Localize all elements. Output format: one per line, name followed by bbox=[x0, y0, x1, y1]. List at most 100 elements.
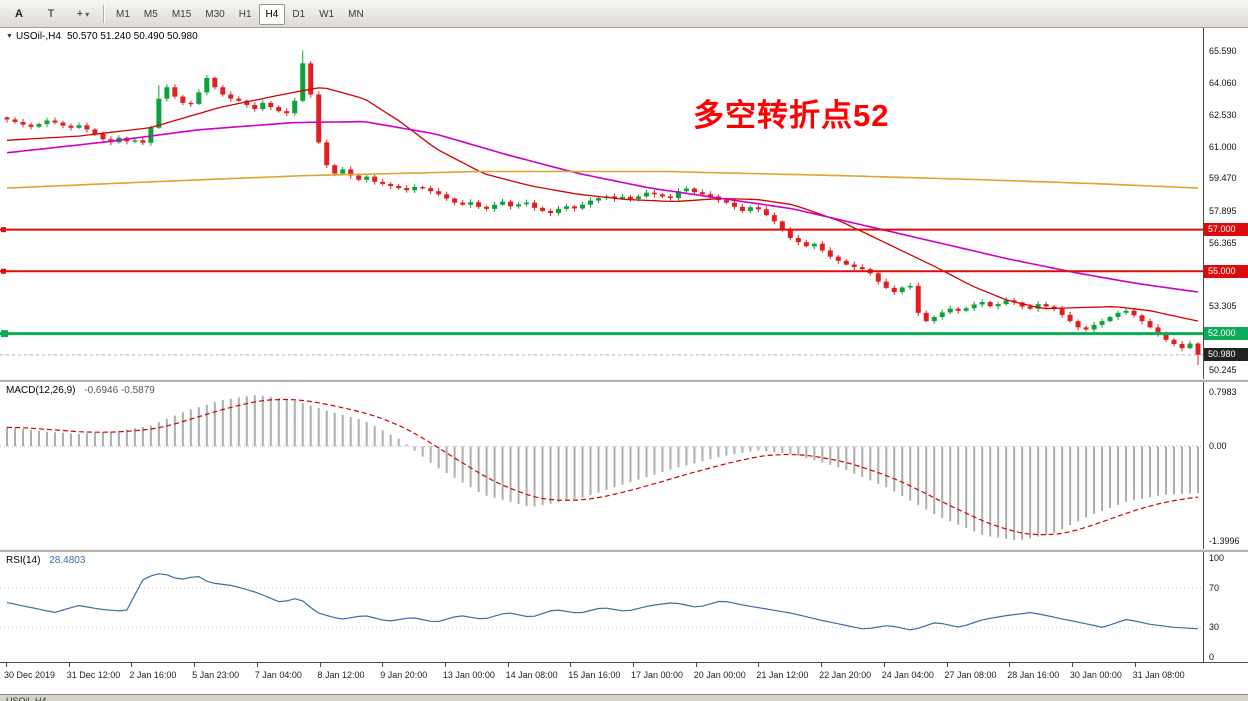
time-tick bbox=[570, 663, 572, 667]
time-axis-label: 5 Jan 23:00 bbox=[192, 670, 240, 680]
rsi-indicator-pane[interactable]: RSI(14) 28.4803 100 70 30 0 bbox=[0, 552, 1248, 662]
rsi-axis: 100 70 30 0 bbox=[1203, 552, 1248, 662]
crosshair-icon: + bbox=[76, 8, 84, 20]
price-tick-label: 53.305 bbox=[1209, 301, 1237, 312]
time-axis-label: 2 Jan 16:00 bbox=[129, 670, 177, 680]
time-axis-label: 28 Jan 16:00 bbox=[1007, 670, 1060, 680]
price-axis: 65.590 64.060 62.530 61.000 59.470 57.895 56.3… bbox=[1203, 28, 1248, 379]
chevron-down-icon: ▾ bbox=[85, 10, 90, 19]
time-axis-label: 21 Jan 12:00 bbox=[756, 670, 809, 680]
time-tick bbox=[194, 663, 196, 667]
timeframe-button-m1[interactable]: M1 bbox=[116, 9, 130, 20]
chart-text-annotation[interactable]: 多空转折点52 bbox=[693, 98, 890, 133]
text-tool-button[interactable]: T bbox=[47, 8, 55, 20]
price-tick-label: 62.530 bbox=[1209, 109, 1237, 120]
time-tick bbox=[1071, 663, 1073, 667]
rsi-canvas[interactable] bbox=[0, 552, 1203, 662]
time-tick bbox=[256, 663, 258, 667]
price-chart-pane[interactable]: ▼ USOil-,H4 50.570 51.240 50.490 50.980 多空… bbox=[0, 28, 1248, 379]
hline-price-label[interactable]: 57.000 bbox=[1204, 223, 1248, 237]
chart-title: ▼ USOil-,H4 50.570 51.240 50.490 50.980 bbox=[6, 31, 198, 42]
time-axis-label: 8 Jan 12:00 bbox=[317, 670, 365, 680]
rsi-line bbox=[6, 573, 1199, 631]
price-tick-label: 56.365 bbox=[1209, 237, 1237, 248]
macd-values: -0.6946 -0.5879 bbox=[84, 385, 155, 396]
macd-label: MACD(12,26,9) -0.6946 -0.5879 bbox=[6, 385, 155, 396]
rsi-tick-label: 0 bbox=[1209, 652, 1215, 662]
time-axis-label: 31 Dec 12:00 bbox=[66, 670, 121, 680]
timeframe-button-h1[interactable]: H1 bbox=[238, 9, 252, 20]
macd-tick-label: 0.7983 bbox=[1209, 387, 1237, 398]
time-tick bbox=[883, 663, 885, 667]
time-tick bbox=[68, 663, 70, 667]
macd-name: MACD(12,26,9) bbox=[6, 385, 76, 396]
price-tick-label: 57.895 bbox=[1209, 206, 1237, 217]
price-tick-label: 50.245 bbox=[1209, 365, 1237, 376]
time-axis-label: 30 Dec 2019 bbox=[4, 670, 56, 680]
time-axis-label: 14 Jan 08:00 bbox=[505, 670, 558, 680]
price-chart-canvas[interactable] bbox=[0, 28, 1203, 379]
macd-axis: 0.7983 0.00 -1.3996 bbox=[1203, 382, 1248, 549]
macd-signal-line bbox=[6, 398, 1199, 536]
timeframe-button-m30[interactable]: M30 bbox=[205, 9, 225, 20]
ma-fast-line bbox=[6, 87, 1199, 322]
price-tick-label: 61.000 bbox=[1209, 141, 1237, 152]
time-tick bbox=[1009, 663, 1011, 667]
rsi-tick-label: 100 bbox=[1209, 553, 1225, 563]
time-axis-label: 9 Jan 20:00 bbox=[380, 670, 428, 680]
pane-separator[interactable] bbox=[0, 379, 1248, 382]
macd-tick-label: 0.00 bbox=[1209, 441, 1227, 452]
time-axis-label: 24 Jan 04:00 bbox=[881, 670, 934, 680]
annotate-a-button[interactable]: A bbox=[15, 8, 23, 20]
time-axis-label: 27 Jan 08:00 bbox=[944, 670, 997, 680]
clipped-bottom-window[interactable]: USOil-,H4 bbox=[0, 694, 1248, 701]
timeframe-button-mn[interactable]: MN bbox=[348, 9, 364, 20]
hline-price-label[interactable]: 52.000 bbox=[1204, 327, 1248, 341]
timeframe-button-m5[interactable]: M5 bbox=[143, 9, 158, 20]
time-tick bbox=[131, 663, 133, 667]
current-price-label: 50.980 bbox=[1204, 348, 1248, 362]
time-tick bbox=[758, 663, 760, 667]
time-axis-label: 15 Jan 16:00 bbox=[568, 670, 621, 680]
rsi-name: RSI(14) bbox=[6, 555, 41, 566]
time-tick bbox=[507, 663, 509, 667]
timeframe-button-w1[interactable]: W1 bbox=[319, 9, 335, 20]
timeframe-button-h4[interactable]: H4 bbox=[258, 4, 286, 25]
time-axis-label: 17 Jan 00:00 bbox=[631, 670, 684, 680]
time-axis-label: 7 Jan 04:00 bbox=[254, 670, 302, 680]
rsi-tick-label: 70 bbox=[1209, 582, 1220, 593]
rsi-tick-label: 30 bbox=[1209, 622, 1220, 633]
ma-slow-line bbox=[6, 170, 1199, 189]
time-tick bbox=[319, 663, 321, 667]
time-tick bbox=[444, 663, 446, 667]
macd-tick-label: -1.3996 bbox=[1209, 535, 1240, 546]
hline-price-label[interactable]: 55.000 bbox=[1204, 264, 1248, 278]
macd-canvas[interactable] bbox=[0, 382, 1203, 549]
time-axis-label: 31 Jan 08:00 bbox=[1132, 670, 1185, 680]
timeframe-button-m15[interactable]: M15 bbox=[171, 9, 192, 20]
time-tick bbox=[1134, 663, 1136, 667]
time-tick bbox=[946, 663, 948, 667]
timeframe-button-d1[interactable]: D1 bbox=[292, 9, 306, 20]
time-axis[interactable]: 30 Dec 2019 31 Dec 12:00 2 Jan 16:00 5 Jan … bbox=[0, 662, 1248, 694]
cursor-tool-dropdown[interactable]: + ▾ bbox=[68, 3, 98, 26]
chart-ohlc-values: 50.570 51.240 50.490 50.980 bbox=[66, 31, 198, 42]
price-tick-label: 64.060 bbox=[1209, 77, 1237, 88]
price-tick-label: 65.590 bbox=[1209, 46, 1237, 57]
pane-separator[interactable] bbox=[0, 549, 1248, 552]
rsi-value: 28.4803 bbox=[49, 555, 86, 566]
time-tick bbox=[821, 663, 823, 667]
price-tick-label: 59.470 bbox=[1209, 173, 1237, 184]
time-axis-label: 20 Jan 00:00 bbox=[693, 670, 746, 680]
time-tick bbox=[6, 663, 7, 667]
ma-mid-line bbox=[6, 120, 1199, 293]
chart-instrument: USOil-,H4 bbox=[15, 31, 61, 42]
macd-indicator-pane[interactable]: MACD(12,26,9) -0.6946 -0.5879 0.7983 0.00… bbox=[0, 382, 1248, 549]
time-tick bbox=[633, 663, 634, 667]
chart-dropdown-icon[interactable]: ▼ bbox=[6, 33, 13, 40]
time-axis-label: 22 Jan 20:00 bbox=[819, 670, 872, 680]
clipped-window-title: USOil-,H4 bbox=[6, 696, 47, 701]
time-tick bbox=[695, 663, 697, 667]
time-axis-label: 30 Jan 00:00 bbox=[1069, 670, 1122, 680]
